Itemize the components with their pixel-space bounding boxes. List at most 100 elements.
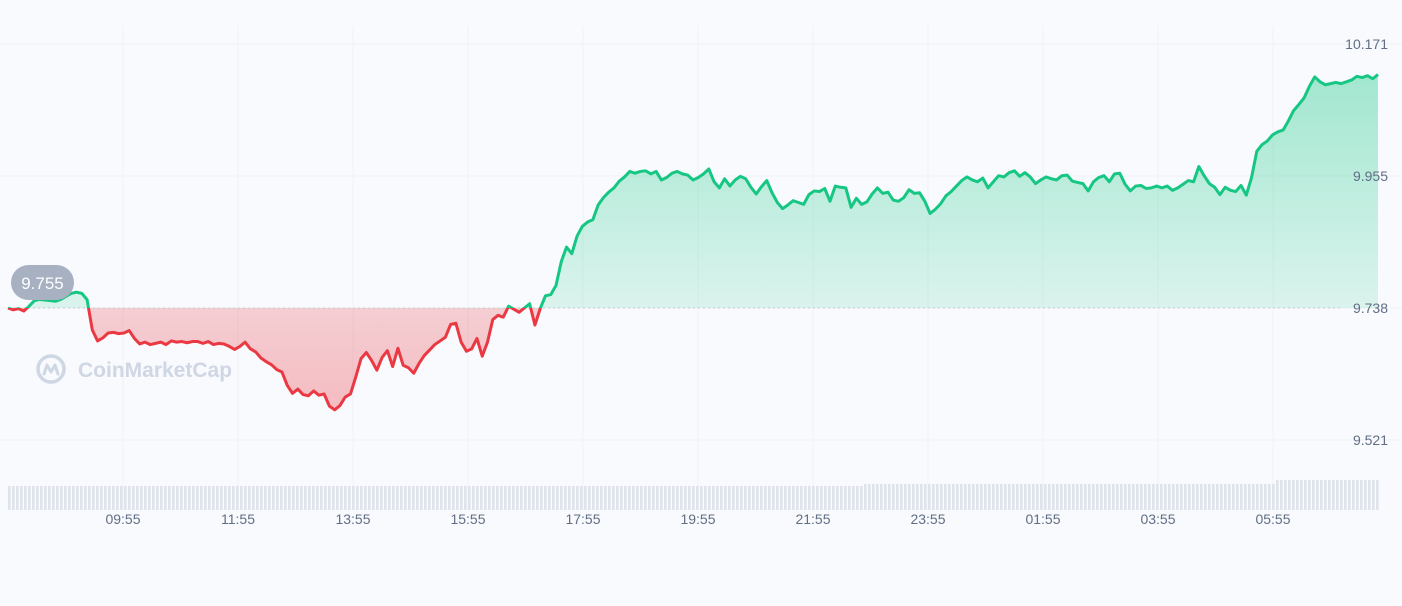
volume-bar — [788, 486, 791, 510]
volume-bar — [1320, 480, 1323, 510]
volume-bar — [968, 484, 971, 510]
data-point — [1076, 181, 1078, 183]
volume-bar — [988, 484, 991, 510]
volume-bar — [1200, 484, 1203, 510]
data-point — [1108, 181, 1110, 183]
data-point — [428, 349, 430, 351]
data-point — [170, 340, 172, 342]
data-point — [876, 187, 878, 189]
volume-bar — [1204, 484, 1207, 510]
data-point — [75, 291, 77, 293]
data-point — [982, 177, 984, 179]
data-point — [1277, 131, 1279, 133]
data-point — [23, 310, 25, 312]
volume-bar — [604, 486, 607, 510]
volume-bar — [868, 484, 871, 510]
data-point — [1040, 179, 1042, 181]
volume-bar — [184, 486, 187, 510]
data-point — [154, 342, 156, 344]
volume-bar — [80, 486, 83, 510]
data-point — [1203, 175, 1205, 177]
volume-bar — [732, 486, 735, 510]
data-point — [434, 343, 436, 345]
data-point — [365, 351, 367, 353]
volume-bar — [1328, 480, 1331, 510]
volume-bar — [524, 486, 527, 510]
volume-bar — [1308, 480, 1311, 510]
volume-bar — [1108, 484, 1111, 510]
data-point — [1298, 103, 1300, 105]
volume-bar — [132, 486, 135, 510]
data-point — [1113, 173, 1115, 175]
volume-bar — [388, 486, 391, 510]
data-point — [297, 388, 299, 390]
data-point — [1340, 82, 1342, 84]
volume-bar — [948, 484, 951, 510]
x-tick-label: 11:55 — [221, 511, 255, 527]
data-point — [813, 190, 815, 192]
data-point — [966, 176, 968, 178]
volume-bar — [396, 486, 399, 510]
data-point — [1361, 76, 1363, 78]
volume-bar — [1368, 480, 1371, 510]
data-point — [771, 192, 773, 194]
data-point — [144, 341, 146, 343]
volume-bar — [1356, 480, 1359, 510]
volume-bar — [1180, 484, 1183, 510]
volume-bar — [560, 486, 563, 510]
volume-bar — [324, 486, 327, 510]
x-tick-label: 09:55 — [105, 511, 140, 527]
data-point — [1134, 185, 1136, 187]
volume-bar — [340, 486, 343, 510]
volume-bar — [516, 486, 519, 510]
volume-bar — [160, 486, 163, 510]
volume-bar — [200, 486, 203, 510]
data-point — [1192, 181, 1194, 183]
data-point — [355, 376, 357, 378]
data-point — [265, 360, 267, 362]
volume-bar — [1076, 484, 1079, 510]
volume-bar — [316, 486, 319, 510]
volume-bar — [824, 486, 827, 510]
volume-bar — [244, 486, 247, 510]
volume-bar — [1340, 480, 1343, 510]
data-point — [391, 365, 393, 367]
volume-bar — [536, 486, 539, 510]
y-tick-label: 9.955 — [1353, 168, 1388, 184]
data-point — [1240, 184, 1242, 186]
data-point — [449, 323, 451, 325]
volume-bar — [836, 486, 839, 510]
volume-bar — [60, 486, 63, 510]
data-point — [539, 307, 541, 309]
data-point — [792, 199, 794, 201]
data-point — [281, 371, 283, 373]
data-point — [987, 187, 989, 189]
data-point — [1287, 120, 1289, 122]
data-point — [586, 221, 588, 223]
data-point — [1087, 190, 1089, 192]
volume-bar — [268, 486, 271, 510]
data-point — [386, 349, 388, 351]
volume-bar — [444, 486, 447, 510]
volume-bar — [992, 484, 995, 510]
volume-bar — [488, 486, 491, 510]
data-point — [997, 175, 999, 177]
data-point — [602, 196, 604, 198]
data-point — [992, 181, 994, 183]
data-point — [270, 364, 272, 366]
data-point — [818, 190, 820, 192]
data-point — [112, 331, 114, 333]
volume-bar — [932, 484, 935, 510]
volume-bar — [504, 486, 507, 510]
volume-bar — [1068, 484, 1071, 510]
data-point — [160, 341, 162, 343]
data-point — [1219, 193, 1221, 195]
data-point — [1256, 150, 1258, 152]
volume-bar — [1028, 484, 1031, 510]
data-point — [133, 337, 135, 339]
volume-bar — [1372, 480, 1375, 510]
data-point — [534, 324, 536, 326]
volume-bar — [552, 486, 555, 510]
